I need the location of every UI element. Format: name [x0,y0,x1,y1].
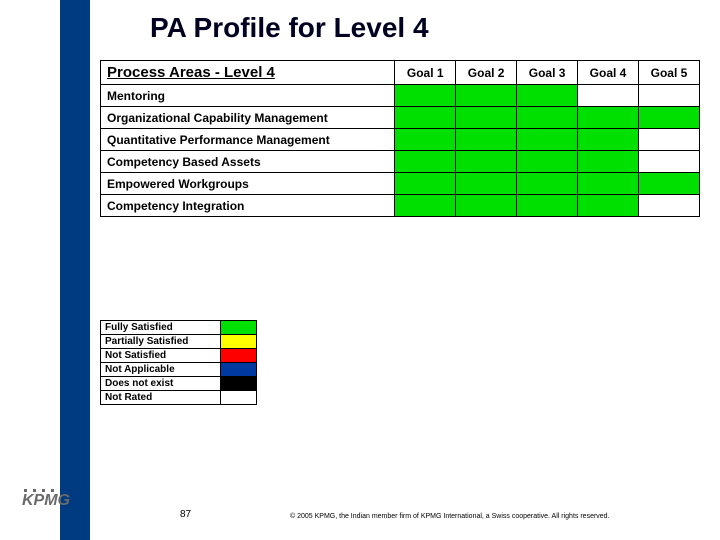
legend-row: Fully Satisfied [101,321,257,335]
legend-swatch [221,349,257,363]
header-goal-1: Goal 1 [395,61,456,85]
rating-cell [395,151,456,173]
rating-cell [638,151,699,173]
legend-label: Partially Satisfied [101,335,221,349]
rating-cell [395,173,456,195]
rating-cell [517,195,578,217]
rating-cell [456,107,517,129]
legend-label: Does not exist [101,377,221,391]
header-process-areas: Process Areas - Level 4 [101,61,395,85]
pa-matrix-table: Process Areas - Level 4 Goal 1 Goal 2 Go… [100,60,700,217]
copyright-text: © 2005 KPMG, the Indian member firm of K… [290,513,610,520]
legend-row: Partially Satisfied [101,335,257,349]
rating-cell [456,173,517,195]
rating-cell [638,85,699,107]
legend-swatch [221,321,257,335]
rating-cell [638,129,699,151]
rating-cell [638,107,699,129]
rating-cell [578,107,639,129]
left-vertical-band [60,0,90,540]
rating-cell [578,129,639,151]
table-row: Mentoring [101,85,700,107]
rating-cell [517,107,578,129]
legend-label: Not Applicable [101,363,221,377]
rating-cell [395,195,456,217]
rating-cell [517,173,578,195]
rating-cell [456,85,517,107]
legend-swatch [221,335,257,349]
legend-label: Not Rated [101,391,221,405]
header-goal-5: Goal 5 [638,61,699,85]
header-goal-4: Goal 4 [578,61,639,85]
kpmg-logo: KPMG [22,492,70,510]
rating-cell [578,85,639,107]
header-goal-3: Goal 3 [517,61,578,85]
rating-cell [578,173,639,195]
legend-swatch [221,377,257,391]
page-title: PA Profile for Level 4 [150,12,429,44]
pa-label: Empowered Workgroups [101,173,395,195]
rating-cell [456,129,517,151]
legend-label: Fully Satisfied [101,321,221,335]
legend-row: Not Satisfied [101,349,257,363]
table-row: Competency Based Assets [101,151,700,173]
legend-swatch [221,363,257,377]
pa-label: Competency Based Assets [101,151,395,173]
legend-row: Not Applicable [101,363,257,377]
table-row: Empowered Workgroups [101,173,700,195]
legend-table: Fully SatisfiedPartially SatisfiedNot Sa… [100,320,257,405]
rating-cell [578,151,639,173]
table-row: Organizational Capability Management [101,107,700,129]
rating-cell [395,129,456,151]
page-number: 87 [180,509,191,520]
legend-row: Does not exist [101,377,257,391]
table-row: Quantitative Performance Management [101,129,700,151]
legend-label: Not Satisfied [101,349,221,363]
rating-cell [456,151,517,173]
rating-cell [517,151,578,173]
rating-cell [395,85,456,107]
legend-row: Not Rated [101,391,257,405]
rating-cell [517,129,578,151]
rating-cell [638,173,699,195]
legend-swatch [221,391,257,405]
table-row: Competency Integration [101,195,700,217]
pa-label: Quantitative Performance Management [101,129,395,151]
pa-label: Mentoring [101,85,395,107]
pa-label: Organizational Capability Management [101,107,395,129]
rating-cell [638,195,699,217]
rating-cell [517,85,578,107]
header-goal-2: Goal 2 [456,61,517,85]
rating-cell [456,195,517,217]
matrix-header-row: Process Areas - Level 4 Goal 1 Goal 2 Go… [101,61,700,85]
pa-label: Competency Integration [101,195,395,217]
rating-cell [395,107,456,129]
rating-cell [578,195,639,217]
